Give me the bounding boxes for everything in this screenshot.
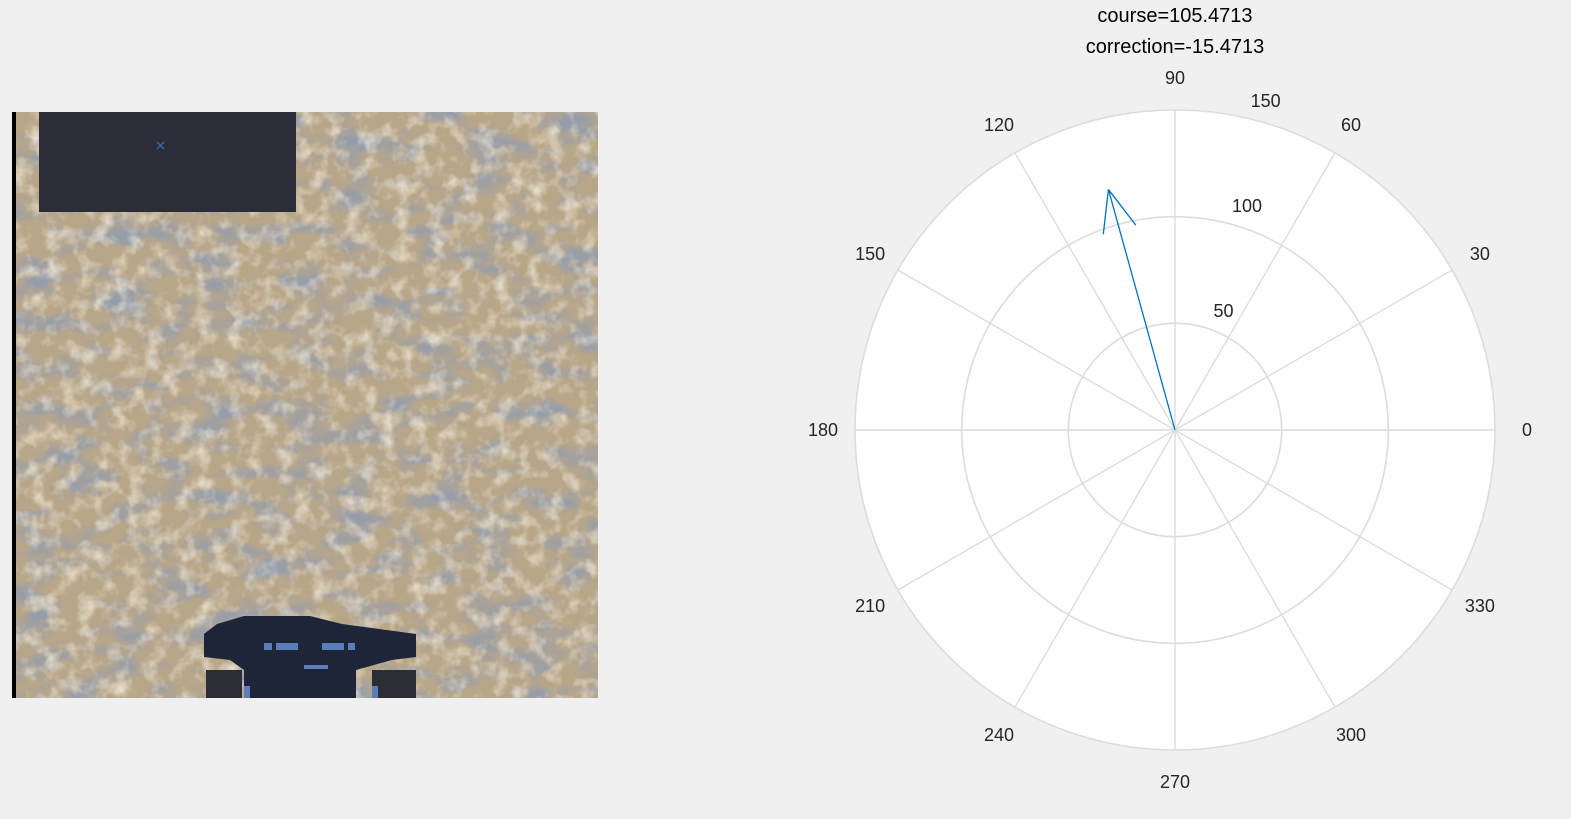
theta-tick-label-0: 0 xyxy=(1522,420,1532,440)
theta-tick-labels: 0 30 60 90 120 150 180 210 240 270 300 330 xyxy=(808,68,1532,792)
theta-gridline-300 xyxy=(1174,429,1336,708)
polar-grid xyxy=(854,109,1496,751)
theta-gridline-240 xyxy=(1014,429,1176,708)
r-tick-label-150: 150 xyxy=(1251,91,1281,111)
theta-tick-label-60: 60 xyxy=(1341,115,1361,135)
r-gridcircle-150 xyxy=(854,109,1496,751)
r-gridcircle-50 xyxy=(1067,322,1283,538)
theta-gridline-30 xyxy=(1174,269,1453,431)
theta-gridline-210 xyxy=(897,429,1176,591)
polar-chart-svg: course=105.4713 correction=-15.4713 0 30 6… xyxy=(808,5,1532,792)
theta-tick-label-120: 120 xyxy=(984,115,1014,135)
theta-tick-label-270: 270 xyxy=(1160,772,1190,792)
theta-tick-label-330: 330 xyxy=(1465,596,1495,616)
terrain-image xyxy=(12,112,598,698)
x-marker-icon xyxy=(156,141,165,150)
theta-tick-label-180: 180 xyxy=(808,420,838,440)
r-tick-label-100: 100 xyxy=(1232,196,1262,216)
theta-tick-label-30: 30 xyxy=(1470,244,1490,264)
theta-gridline-330 xyxy=(1174,429,1453,591)
polar-series xyxy=(1102,189,1176,431)
image-left-edge xyxy=(12,112,16,698)
theta-tick-label-90: 90 xyxy=(1165,68,1185,88)
course-arrow-head-0-0 xyxy=(1102,189,1110,235)
theta-gridline-120 xyxy=(1014,152,1176,431)
r-gridcircle-100 xyxy=(960,215,1390,645)
theta-tick-label-150: 150 xyxy=(855,244,885,264)
course-arrow-shaft-0 xyxy=(1107,189,1176,431)
course-arrow-head-0-1 xyxy=(1107,189,1137,226)
dark-overlay-box xyxy=(39,112,296,212)
r-tick-label-50: 50 xyxy=(1214,301,1234,321)
rover-icon xyxy=(204,616,416,698)
theta-tick-label-240: 240 xyxy=(984,725,1014,745)
chart-title-course: course=105.4713 xyxy=(1097,5,1252,27)
terrain-image-panel xyxy=(12,112,598,698)
theta-tick-label-300: 300 xyxy=(1336,725,1366,745)
theta-gridline-60 xyxy=(1174,152,1336,431)
polar-compass-chart: course=105.4713 correction=-15.4713 0 30 6… xyxy=(780,0,1570,819)
theta-tick-label-210: 210 xyxy=(855,596,885,616)
theta-gridline-150 xyxy=(897,269,1176,431)
chart-title-correction: correction=-15.4713 xyxy=(1086,36,1264,58)
r-tick-labels: 50 100 150 xyxy=(1214,91,1281,321)
